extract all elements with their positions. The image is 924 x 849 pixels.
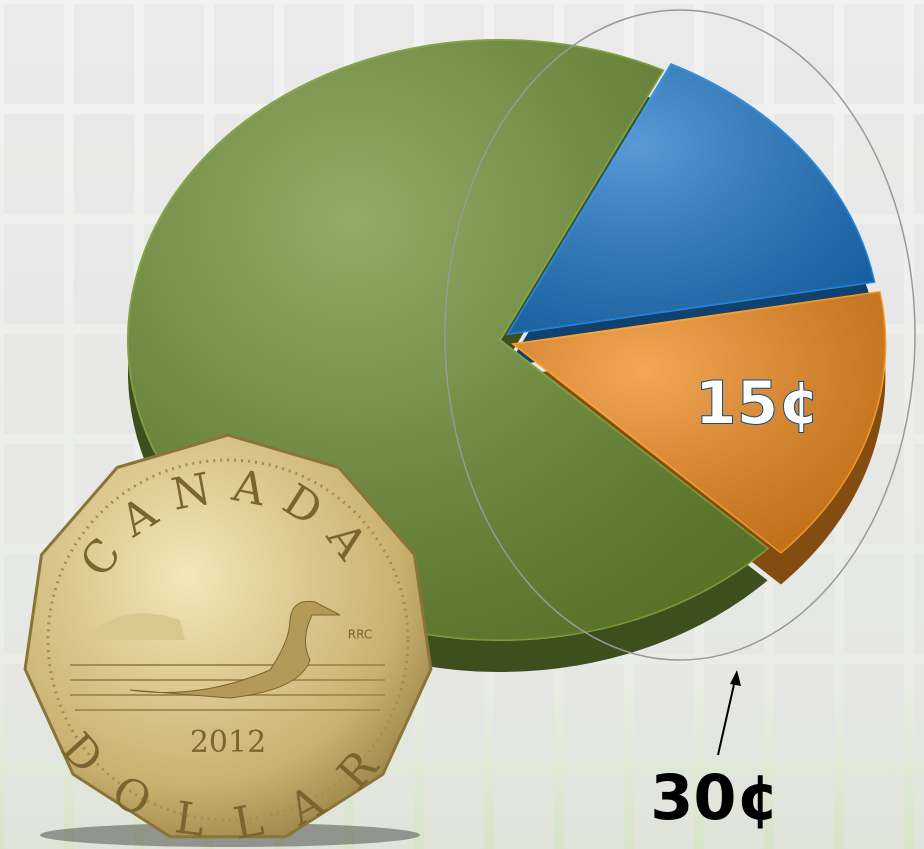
island <box>85 613 185 640</box>
coin-year: 2012 <box>190 725 266 760</box>
coin: CANADA DOLLAR RRC 2012 <box>23 433 433 849</box>
value-label: 15¢ <box>695 368 820 438</box>
annotation-ellipse <box>444 9 916 661</box>
loon <box>129 600 341 699</box>
arrow-head <box>730 670 741 686</box>
slice-shine <box>513 291 886 553</box>
pie: 15¢ <box>127 39 887 673</box>
annotation-arrow <box>717 679 736 756</box>
annotation-label: 30¢ <box>650 761 779 834</box>
slice-shine <box>507 64 875 334</box>
coin-beads <box>46 458 410 822</box>
coin-mint: RRC <box>348 628 372 642</box>
coin-body <box>23 433 433 839</box>
